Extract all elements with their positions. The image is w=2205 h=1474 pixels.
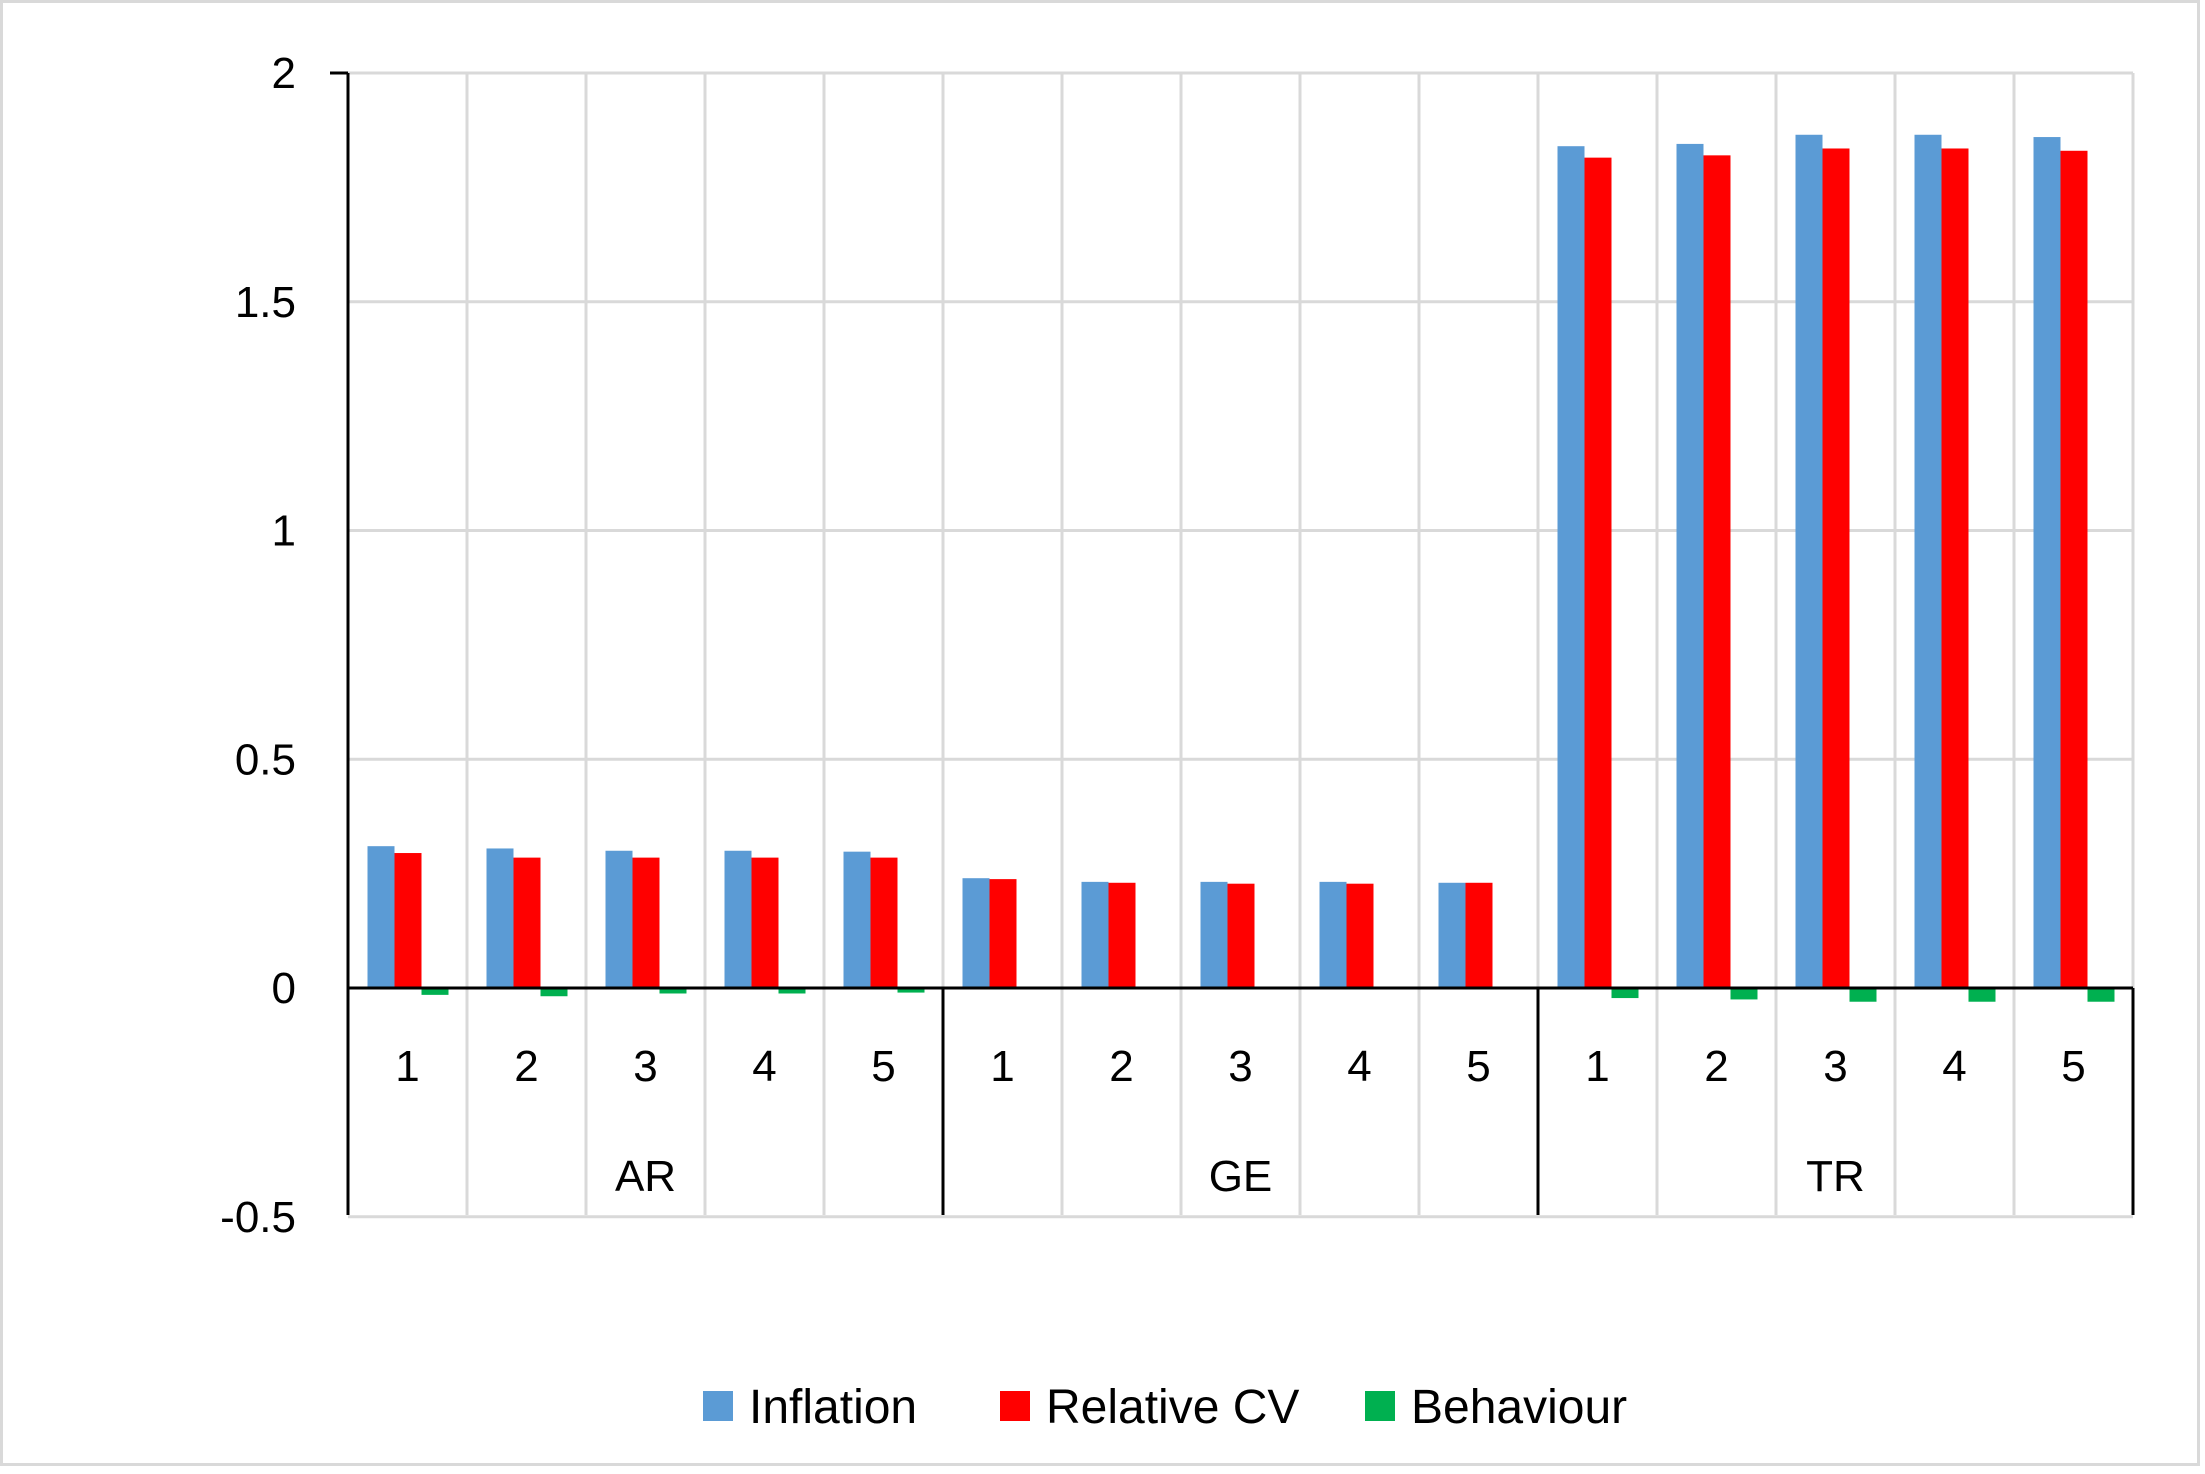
x-group-label: GE [1209, 1152, 1273, 1201]
bar-relative-cv [989, 879, 1017, 988]
legend: Inflation Relative CV Behaviour [703, 1381, 1627, 1434]
y-tick-label: 1.5 [235, 278, 296, 327]
x-category-label: 1 [990, 1042, 1014, 1091]
bar-behaviour [1730, 988, 1758, 1000]
bar-relative-cv [2060, 150, 2088, 988]
x-category-label: 3 [1228, 1042, 1252, 1091]
bar-inflation [962, 878, 990, 988]
bar-inflation [843, 851, 871, 988]
x-category-label: 3 [633, 1042, 657, 1091]
x-group-label: TR [1806, 1152, 1865, 1201]
bar-chart: 2 1.5 1 0.5 0 -0.5 1 2 3 4 5 1 2 3 4 5 1 2 3 4 5 AR GE TR Infl… [220, 49, 2135, 1434]
y-tick-label: -0.5 [220, 1193, 296, 1242]
bar-relative-cv [751, 857, 779, 988]
bar-inflation [1200, 881, 1228, 988]
bar-relative-cv [1465, 882, 1493, 988]
bar-relative-cv [513, 857, 541, 988]
bar-relative-cv [870, 857, 898, 988]
legend-swatch [1000, 1391, 1030, 1421]
bar-relative-cv [1346, 883, 1374, 988]
x-category-label: 4 [1347, 1042, 1371, 1091]
bar-inflation [605, 850, 633, 988]
bar-behaviour [2087, 988, 2115, 1002]
bar-behaviour [659, 988, 687, 994]
x-category-labels: 1 2 3 4 5 1 2 3 4 5 1 2 3 4 5 AR GE TR [395, 1042, 2085, 1201]
legend-label: Relative CV [1046, 1381, 1299, 1434]
x-category-label: 4 [752, 1042, 776, 1091]
x-category-label: 5 [1466, 1042, 1490, 1091]
bar-behaviour [778, 988, 806, 994]
bar-behaviour [1849, 988, 1877, 1002]
bar-behaviour [1611, 988, 1639, 999]
x-category-label: 2 [1109, 1042, 1133, 1091]
x-category-label: 2 [514, 1042, 538, 1091]
bar-behaviour [897, 988, 925, 993]
bar-inflation [1557, 146, 1585, 988]
y-tick-label: 0.5 [235, 735, 296, 784]
bar-behaviour [540, 988, 568, 997]
axes [330, 71, 2135, 1215]
bar-relative-cv [1584, 157, 1612, 988]
bar-inflation [1319, 881, 1347, 988]
bars [367, 134, 2115, 1002]
x-category-label: 5 [2061, 1042, 2085, 1091]
bar-behaviour [1968, 988, 1996, 1002]
y-tick-label: 0 [272, 964, 296, 1013]
y-tick-label: 2 [272, 49, 296, 98]
bar-inflation [2033, 137, 2061, 989]
bar-relative-cv [394, 853, 422, 988]
y-tick-label: 1 [272, 507, 296, 556]
x-group-label: AR [615, 1152, 676, 1201]
x-category-label: 2 [1704, 1042, 1728, 1091]
bar-relative-cv [1227, 883, 1255, 988]
x-category-label: 1 [1585, 1042, 1609, 1091]
bar-relative-cv [1703, 155, 1731, 989]
bar-behaviour [421, 988, 449, 995]
legend-swatch [1365, 1391, 1395, 1421]
y-tick-labels: 2 1.5 1 0.5 0 -0.5 [220, 49, 296, 1242]
bar-inflation [1795, 134, 1823, 988]
legend-label: Inflation [749, 1381, 917, 1434]
bar-relative-cv [632, 857, 660, 988]
bar-inflation [1081, 881, 1109, 988]
bar-relative-cv [1941, 148, 1969, 989]
x-category-label: 1 [395, 1042, 419, 1091]
bar-inflation [724, 850, 752, 988]
x-category-label: 4 [1942, 1042, 1966, 1091]
x-category-label: 5 [871, 1042, 895, 1091]
legend-swatch [703, 1391, 733, 1421]
bar-inflation [1914, 134, 1942, 988]
bar-relative-cv [1822, 148, 1850, 989]
bar-inflation [486, 848, 514, 988]
bar-inflation [367, 846, 395, 988]
legend-label: Behaviour [1411, 1381, 1627, 1434]
bar-relative-cv [1108, 882, 1136, 988]
bar-inflation [1676, 143, 1704, 989]
bar-inflation [1438, 882, 1466, 988]
gridlines [348, 71, 2135, 1219]
x-category-label: 3 [1823, 1042, 1847, 1091]
